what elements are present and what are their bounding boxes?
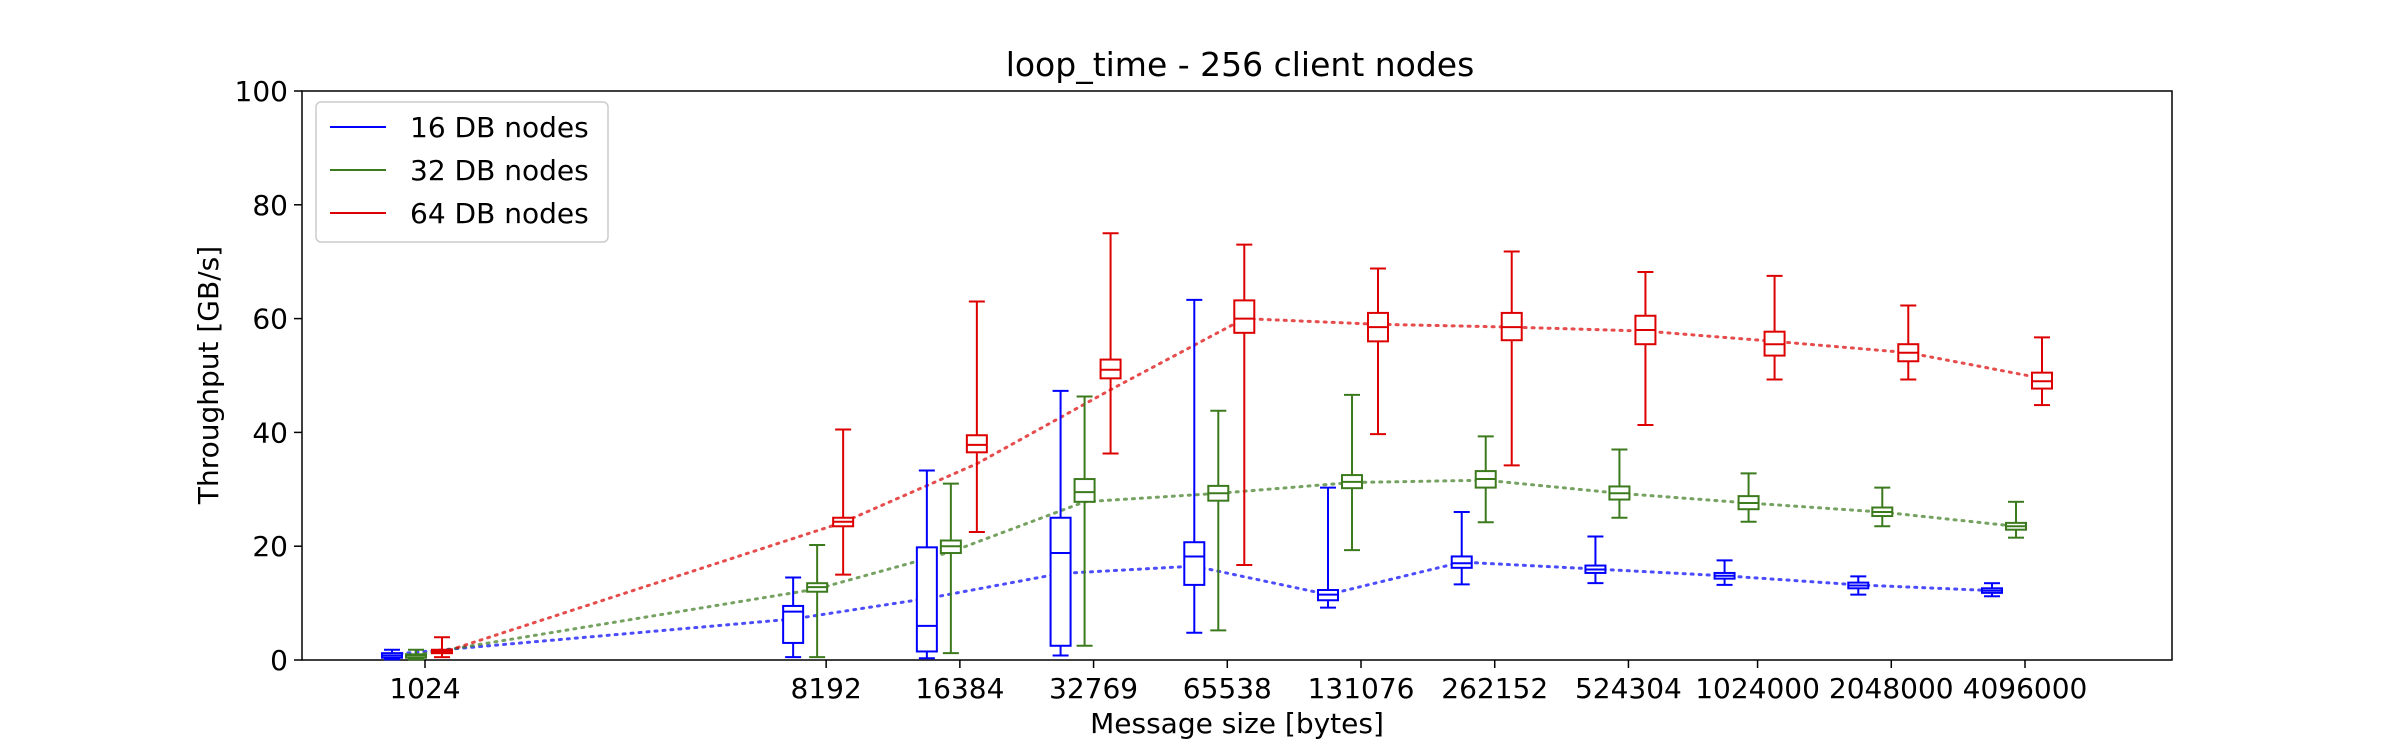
iqr-box — [782, 604, 805, 644]
x-tick-label: 65538 — [1183, 672, 1272, 705]
box-series-1-cat-7 — [1608, 448, 1631, 519]
x-tick-label: 32769 — [1049, 672, 1138, 705]
x-tick-label: 131076 — [1308, 672, 1415, 705]
legend-label: 64 DB nodes — [410, 197, 589, 230]
box-series-2-cat-4 — [1233, 243, 1256, 566]
iqr-box — [1183, 541, 1206, 586]
legend-label: 16 DB nodes — [410, 111, 589, 144]
plot-area — [301, 90, 2173, 661]
box-series-0-cat-0 — [381, 648, 403, 661]
y-tick-label: 40 — [252, 416, 288, 449]
box-series-0-cat-3 — [1049, 389, 1072, 657]
box-series-2-cat-3 — [1099, 232, 1122, 455]
box-series-1-cat-1 — [806, 544, 829, 659]
x-tick-label: 8192 — [791, 672, 862, 705]
x-axis: 1024 8192 16384 32769 65538 131076 262152 52430… — [389, 660, 2087, 705]
legend-label: 32 DB nodes — [410, 154, 589, 187]
iqr-box — [965, 434, 988, 454]
box-series-0-cat-6 — [1450, 511, 1473, 586]
box-series-2-cat-0 — [431, 636, 453, 659]
mean-line-series-1 — [414, 478, 2018, 657]
iqr-box — [915, 546, 938, 653]
legend-items: 16 DB nodes 32 DB nodes 64 DB nodes — [330, 111, 589, 230]
box-series-0-cat-4 — [1183, 298, 1206, 634]
iqr-box — [1049, 516, 1072, 647]
y-tick-label: 20 — [252, 530, 288, 563]
legend: 16 DB nodes 32 DB nodes 64 DB nodes — [315, 101, 609, 243]
box-series-1-cat-2 — [939, 482, 962, 655]
box-series-1-cat-8 — [1737, 472, 1760, 523]
box-series-2-cat-5 — [1367, 267, 1390, 436]
mean-line-series-2 — [440, 317, 2044, 655]
y-tick-label: 60 — [252, 303, 288, 336]
box-series-0-cat-2 — [915, 469, 938, 660]
box-series-2-cat-6 — [1500, 250, 1523, 467]
iqr-box — [1450, 555, 1473, 569]
x-tick-label: 1024000 — [1695, 672, 1820, 705]
box-series-2-cat-9 — [1897, 304, 1920, 381]
iqr-box — [1073, 478, 1096, 503]
y-tick-label: 100 — [235, 75, 288, 108]
x-axis-label: Message size [bytes] — [1090, 707, 1384, 740]
box-series-1-cat-10 — [2005, 500, 2027, 539]
x-tick-label: 262152 — [1441, 672, 1548, 705]
x-tick-label: 1024 — [389, 672, 460, 705]
box-series-2-cat-10 — [2031, 336, 2053, 407]
box-series-1-cat-6 — [1474, 435, 1497, 524]
box-series-0-cat-8 — [1713, 559, 1736, 586]
y-tick-label: 0 — [270, 644, 288, 677]
box-series-0-cat-7 — [1584, 535, 1607, 585]
box-series-2-cat-7 — [1634, 270, 1657, 427]
y-axis: 0 20 40 60 80 100 — [235, 75, 302, 677]
box-series-1-cat-9 — [1871, 486, 1894, 528]
chart-title: loop_time - 256 client nodes — [1006, 45, 1475, 84]
box-series-1-cat-4 — [1207, 409, 1230, 632]
box-series-1-cat-0 — [405, 648, 427, 661]
box-series-0-cat-5 — [1317, 486, 1340, 609]
box-series-0-cat-10 — [1981, 582, 2003, 598]
box-series-0-cat-9 — [1847, 575, 1870, 596]
box-series-2-cat-2 — [965, 300, 988, 533]
x-tick-label: 16384 — [915, 672, 1004, 705]
y-tick-label: 80 — [252, 189, 288, 222]
iqr-box — [1233, 299, 1256, 334]
x-tick-label: 2048000 — [1829, 672, 1954, 705]
box-series-0-cat-1 — [782, 576, 805, 659]
box-series-2-cat-8 — [1763, 274, 1786, 381]
box-series-1-cat-3 — [1073, 395, 1096, 647]
x-tick-label: 524304 — [1575, 672, 1682, 705]
x-tick-label: 4096000 — [1963, 672, 2088, 705]
legend-box — [315, 101, 609, 243]
box-series-2-cat-1 — [832, 428, 855, 576]
box-groups — [381, 232, 2053, 661]
box-series-1-cat-5 — [1341, 393, 1364, 552]
y-axis-label: Throughput [GB/s] — [192, 246, 225, 505]
